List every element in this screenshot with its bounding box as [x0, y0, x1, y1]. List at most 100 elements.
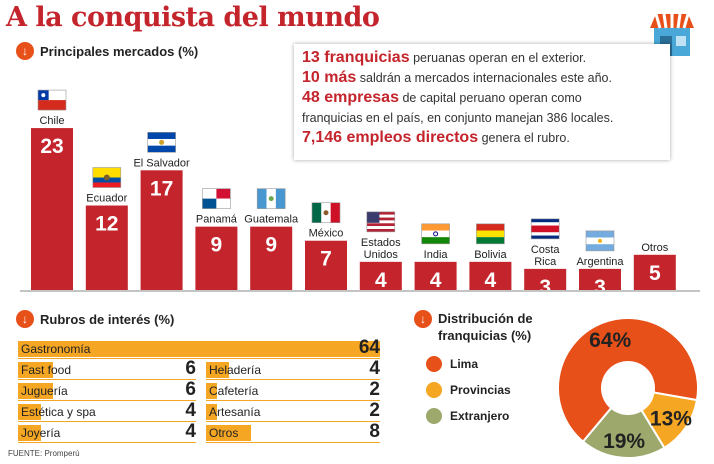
- bar-group: 4 India: [414, 223, 457, 292]
- bar: [524, 268, 567, 290]
- bar: [195, 226, 238, 290]
- category-label: Costa: [531, 244, 561, 256]
- rubro-underline: [18, 379, 196, 380]
- category-label: Argentina: [576, 256, 624, 268]
- rubro-row: Otros 8: [206, 421, 380, 443]
- rubro-value: 8: [369, 421, 380, 442]
- bar-group: 9 Panamá: [195, 188, 238, 290]
- bar-group: 7 México: [305, 202, 347, 290]
- section-distribucion: ↓ Distribución de franquicias (%): [414, 310, 533, 344]
- rubro-label: Otros: [209, 426, 239, 440]
- bolivia-flag-icon: [476, 223, 505, 245]
- section-distribucion-title-1: Distribución de: [438, 311, 533, 326]
- category-label: México: [309, 228, 344, 240]
- rubro-underline: [206, 442, 380, 443]
- rubro-bar: [206, 383, 218, 399]
- info-line: 10 más saldrán a mercados internacionale…: [302, 69, 612, 86]
- source-note: FUENTE: Promperú: [8, 449, 80, 458]
- rubro-row: Estética y spa 4: [18, 400, 196, 422]
- legend-item: Extranjero: [426, 408, 509, 424]
- rubro-row: Gastronomía 64: [18, 337, 380, 359]
- rubro-underline: [18, 442, 196, 443]
- legend-label: Provincias: [450, 383, 511, 397]
- section-mercados-title: Principales mercados (%): [40, 43, 199, 59]
- legend-item: Lima: [426, 356, 478, 372]
- bar-group: 17 El Salvador: [133, 132, 190, 290]
- bar: [250, 226, 293, 290]
- bar-value-label: 17: [150, 177, 173, 200]
- rubro-underline: [18, 400, 196, 401]
- rubro-value: 2: [369, 379, 380, 400]
- rubro-bar: [206, 362, 229, 378]
- usa-flag-icon: [366, 211, 396, 233]
- category-label: Chile: [39, 115, 64, 127]
- bar: [140, 170, 183, 290]
- bar: [633, 254, 676, 290]
- rubro-bar: [18, 341, 380, 357]
- rubro-underline: [18, 421, 196, 422]
- chile-flag-icon: [37, 89, 67, 111]
- category-label: Bolivia: [474, 249, 507, 261]
- category-label: Otros: [641, 242, 668, 254]
- bar-group: 12 Ecuador: [85, 167, 128, 290]
- legend-swatch: [426, 382, 442, 398]
- rubro-label: Estética y spa: [21, 405, 96, 419]
- down-arrow-icon: ↓: [16, 310, 34, 328]
- bar-value-label: 3: [594, 276, 606, 296]
- category-label: India: [424, 249, 449, 261]
- rubro-bar: [18, 425, 42, 441]
- panama-flag-icon: [202, 188, 231, 209]
- bar-group: 23 Chile: [31, 89, 73, 290]
- rubro-bar: [206, 425, 252, 441]
- bar-group: 3 Argentina: [576, 230, 624, 296]
- info-line: 7,146 empleos directos genera el rubro.: [302, 129, 570, 146]
- donut-value-label: 13%: [650, 407, 692, 430]
- bar-value-label: 5: [649, 262, 661, 285]
- rubro-value: 4: [369, 358, 380, 379]
- rubro-label: Heladería: [209, 363, 262, 377]
- rubro-row: Artesanía 2: [206, 400, 380, 422]
- bar: [469, 261, 512, 290]
- bar-value-label: 12: [95, 213, 118, 236]
- page-title: A la conquista del mundo: [6, 2, 380, 33]
- rubro-label: Juguería: [21, 384, 68, 398]
- rubro-label: Fast food: [21, 363, 72, 377]
- bar-value-label: 4: [375, 269, 387, 292]
- bar-group: 5 Otros: [633, 242, 676, 290]
- bar: [85, 205, 128, 290]
- info-line: franquicias en el país, en conjunto mane…: [302, 111, 614, 125]
- rubro-label: Cafetería: [209, 384, 259, 398]
- legend-label: Lima: [450, 357, 479, 371]
- rubro-value: 4: [185, 421, 196, 442]
- el-salvador-flag-icon: [147, 132, 176, 153]
- rubro-label: Joyería: [21, 426, 61, 440]
- bar-value-label: 9: [265, 234, 277, 257]
- bar: [414, 261, 457, 290]
- category-label: Unidos: [364, 249, 399, 261]
- category-label: Estados: [361, 237, 401, 249]
- rubro-bar: [18, 404, 42, 420]
- bar: [31, 128, 73, 290]
- bar-group: 9 Guatemala: [244, 188, 299, 290]
- info-line: 48 empresas de capital peruano operan co…: [302, 89, 582, 106]
- rubro-row: Joyería 4: [18, 421, 196, 443]
- bar: [579, 268, 621, 290]
- costa-rica-flag-icon: [530, 218, 560, 240]
- rubro-value: 6: [185, 358, 196, 379]
- ecuador-flag-icon: [92, 167, 122, 188]
- bar-value-label: 4: [430, 269, 442, 292]
- guatemala-flag-icon: [256, 188, 286, 209]
- rubro-value: 4: [185, 400, 196, 421]
- bar-value-label: 4: [485, 269, 497, 292]
- down-arrow-icon: ↓: [16, 42, 34, 60]
- india-flag-icon: [421, 223, 450, 245]
- donut-slice: [581, 406, 666, 459]
- section-distribucion-title-2: franquicias (%): [438, 328, 532, 343]
- mexico-flag-icon: [311, 202, 341, 224]
- info-box: 13 franquicias peruanas operan en el ext…: [294, 44, 670, 160]
- down-arrow-icon: ↓: [414, 310, 432, 328]
- bar-group: 4 Bolivia: [469, 223, 512, 292]
- legend-swatch: [426, 408, 442, 424]
- legend-swatch: [426, 356, 442, 372]
